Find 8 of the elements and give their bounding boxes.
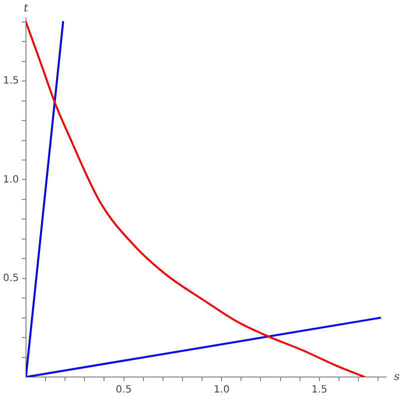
y-tick-label: 0.5 <box>2 272 19 284</box>
y-axis-title: t <box>24 1 29 14</box>
x-tick-label: 1.5 <box>312 384 328 396</box>
y-tick-label: 1.0 <box>2 174 19 186</box>
x-axis-title: s <box>394 370 400 383</box>
y-tick-label: 1.5 <box>2 76 19 87</box>
x-tick-label: 1.0 <box>214 384 230 396</box>
x-tick-label: 0.5 <box>116 384 132 396</box>
